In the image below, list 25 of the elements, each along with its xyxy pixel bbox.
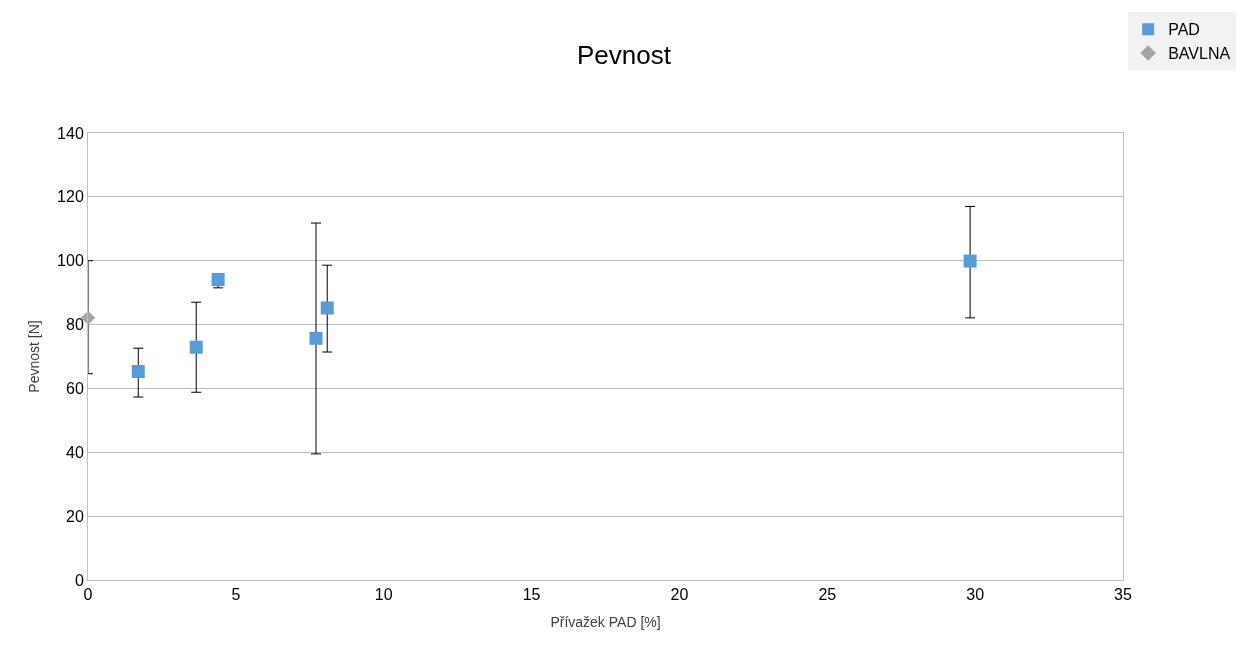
point [131,365,145,379]
point [963,254,977,268]
chart-title: Pevnost [577,39,672,70]
y-tick-label: 40 [66,443,84,461]
y-tick-label: 140 [57,124,84,142]
point [309,331,323,345]
x-tick-label: 30 [966,586,985,604]
y-tick-label: 120 [57,188,84,206]
legend-label: BAVLNA [1168,45,1231,63]
y-tick-label: 60 [66,380,84,398]
x-tick-label: 15 [522,586,541,604]
x-tick-label: 25 [818,586,837,604]
point [320,301,334,315]
y-tick-label: 80 [66,316,84,334]
y-tick-label: 100 [57,252,84,270]
x-tick-label: 20 [670,586,689,604]
x-axis-title: Přívažek PAD [%] [550,613,661,630]
x-tick-label: 5 [231,586,241,604]
x-tick-label: 35 [1114,586,1132,604]
y-axis-title: Pevnost [N] [25,320,42,393]
y-tick-label: 0 [74,571,84,589]
point [189,340,203,354]
y-tick-label: 20 [66,507,84,525]
legend-label: PAD [1168,21,1200,39]
x-tick-label: 10 [374,586,393,604]
